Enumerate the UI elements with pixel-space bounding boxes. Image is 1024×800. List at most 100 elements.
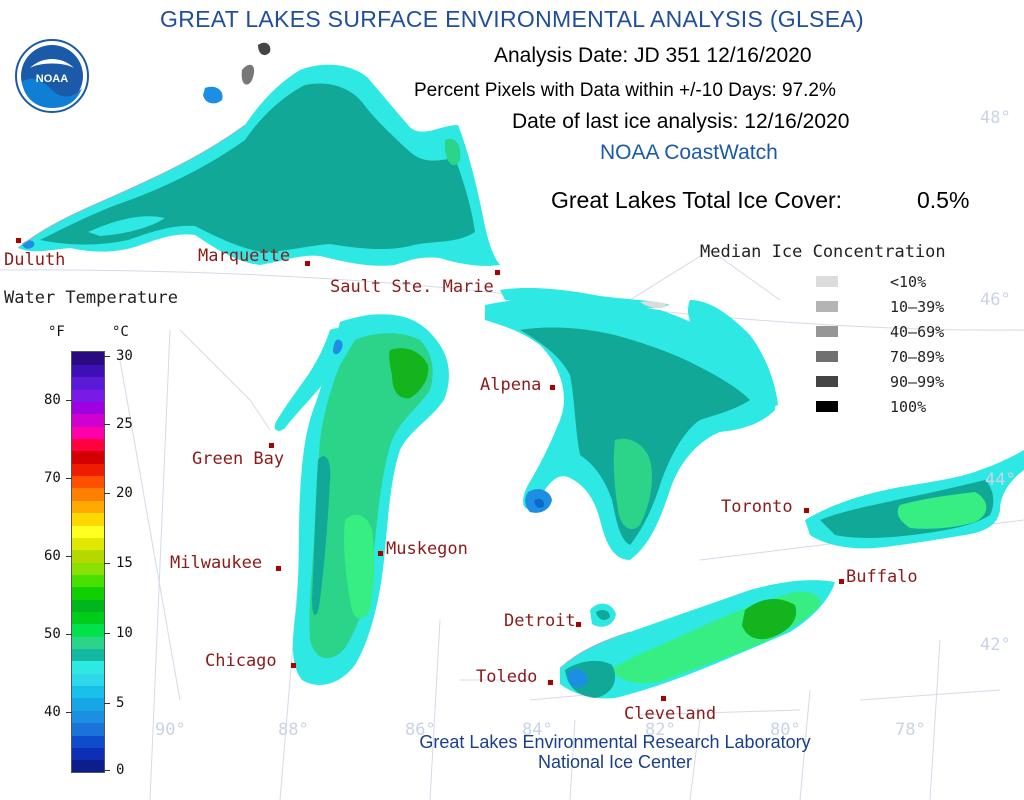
percent-pixels: Percent Pixels with Data within +/-10 Da… xyxy=(414,80,836,101)
lake-huron xyxy=(485,287,778,560)
celsius-tick-mark xyxy=(104,356,110,357)
temp-bar-step xyxy=(72,352,104,365)
ice-legend-label: 100% xyxy=(890,398,927,416)
ice-legend-title: Median Ice Concentration xyxy=(700,242,946,262)
longitude-label: 84° xyxy=(522,720,553,740)
lake-superior xyxy=(18,42,500,266)
temp-bar-step xyxy=(72,734,104,748)
city-label: Muskegon xyxy=(386,539,468,559)
longitude-label: 90° xyxy=(155,720,186,740)
temp-bar-step xyxy=(72,450,104,464)
celsius-tick-mark xyxy=(104,703,110,704)
longitude-label: 86° xyxy=(405,720,436,740)
last-ice-analysis: Date of last ice analysis: 12/16/2020 xyxy=(512,110,850,133)
celsius-tick: 5 xyxy=(116,695,125,711)
graticule xyxy=(0,249,1024,800)
celsius-tick: 10 xyxy=(116,625,133,641)
city-marker xyxy=(550,385,555,390)
noaa-logo-bird xyxy=(30,59,74,68)
temp-bar-step xyxy=(72,401,104,415)
ice-legend-swatch xyxy=(816,276,838,287)
lake-ontario xyxy=(805,450,1024,549)
ice-legend-label: 10–39% xyxy=(890,298,945,316)
latitude-label: 48° xyxy=(980,108,1011,128)
city-marker xyxy=(548,680,553,685)
fahrenheit-tick-mark xyxy=(66,634,72,635)
temp-bar-step xyxy=(72,500,104,514)
city-label: Green Bay xyxy=(192,449,285,469)
temp-bar-step xyxy=(72,599,104,612)
noaa-logo: NOAA xyxy=(15,39,89,113)
celsius-tick: 20 xyxy=(116,485,133,501)
fahrenheit-tick-mark xyxy=(66,400,72,401)
temp-bar-step xyxy=(72,722,104,736)
temp-bar-step xyxy=(72,710,104,724)
temp-bar-step xyxy=(72,648,104,662)
coastwatch-label: NOAA CoastWatch xyxy=(600,141,778,164)
temp-bar-step xyxy=(72,747,104,761)
footer-center: National Ice Center xyxy=(537,752,693,772)
city-label: Alpena xyxy=(480,375,542,395)
temp-bar-step xyxy=(72,660,104,674)
fahrenheit-tick: 50 xyxy=(44,626,61,642)
temp-bar-step xyxy=(72,549,104,563)
temp-bar-frame xyxy=(71,351,105,773)
longitude-label: 82° xyxy=(645,720,676,740)
temp-bar-step xyxy=(72,759,104,773)
temp-bar-step xyxy=(72,426,104,440)
latitude-label: 46° xyxy=(980,290,1011,310)
city-marker xyxy=(291,663,296,668)
temp-bar-step xyxy=(72,673,104,687)
footer-lab: Great Lakes Environmental Research Labor… xyxy=(419,732,811,752)
temp-bar-step xyxy=(72,586,104,600)
temp-bar-step xyxy=(72,463,104,477)
noaa-logo-wave xyxy=(22,78,82,108)
city-label: Toronto xyxy=(721,497,793,517)
fahrenheit-tick-mark xyxy=(66,712,72,713)
lake-erie xyxy=(560,580,835,699)
temp-bar-step xyxy=(72,413,104,427)
city-label: Chicago xyxy=(205,651,277,671)
longitude-label: 78° xyxy=(895,720,926,740)
city-marker xyxy=(305,261,310,266)
temp-bar-step xyxy=(72,389,104,402)
celsius-tick: 25 xyxy=(116,416,133,432)
celsius-tick-mark xyxy=(104,563,110,564)
temp-bar-step xyxy=(72,685,104,699)
temp-bar-step xyxy=(72,537,104,551)
analysis-date: Analysis Date: JD 351 12/16/2020 xyxy=(494,44,812,67)
city-label: Buffalo xyxy=(846,567,918,587)
temp-bar-step xyxy=(72,524,104,538)
city-label: Toledo xyxy=(476,667,538,687)
ice-legend-swatch xyxy=(816,326,838,337)
ice-legend-label: 70–89% xyxy=(890,348,945,366)
total-ice-cover-label: Great Lakes Total Ice Cover: xyxy=(551,187,843,213)
longitude-label: 88° xyxy=(278,720,309,740)
noaa-logo-text: NOAA xyxy=(36,73,68,85)
ice-legend-label: 40–69% xyxy=(890,323,945,341)
fahrenheit-tick: 70 xyxy=(44,470,61,486)
lake-st-clair xyxy=(590,603,616,627)
temp-bar-step xyxy=(72,487,104,501)
city-marker xyxy=(576,622,581,627)
temp-bar-step xyxy=(72,574,104,588)
temp-scale-title: Water Temperature xyxy=(4,288,178,308)
fahrenheit-tick: 80 xyxy=(44,392,61,408)
ice-legend-swatch xyxy=(816,401,838,412)
lake-michigan xyxy=(274,314,449,685)
longitude-label: 80° xyxy=(770,720,801,740)
city-label: Marquette xyxy=(198,246,291,266)
celsius-tick-mark xyxy=(104,424,110,425)
city-marker xyxy=(661,696,666,701)
temp-bar-step xyxy=(72,475,104,489)
temp-bar-step xyxy=(72,438,104,452)
ice-legend-swatch xyxy=(816,351,838,362)
celsius-tick-mark xyxy=(104,633,110,634)
temp-bar-step xyxy=(72,512,104,526)
city-marker xyxy=(378,551,383,556)
temp-bar-step xyxy=(72,376,104,390)
fahrenheit-tick-mark xyxy=(66,556,72,557)
city-label: Milwaukee xyxy=(170,553,263,573)
